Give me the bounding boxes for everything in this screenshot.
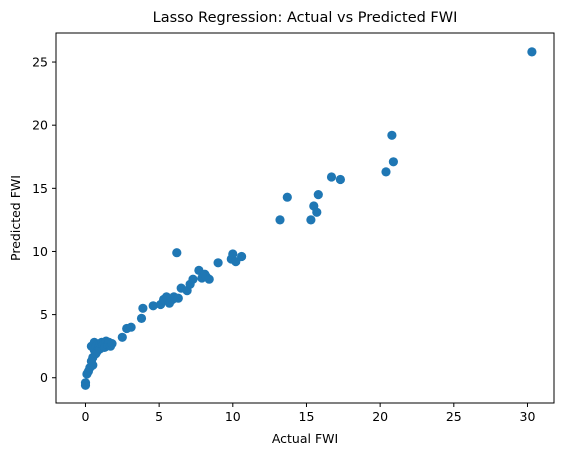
data-point: [173, 293, 183, 303]
data-point: [172, 248, 182, 258]
y-tick-label: 20: [32, 118, 48, 133]
data-point: [107, 339, 117, 349]
data-points: [80, 47, 537, 390]
x-tick-label: 5: [155, 409, 163, 424]
chart-title: Lasso Regression: Actual vs Predicted FW…: [153, 10, 458, 26]
x-tick-label: 10: [225, 409, 241, 424]
x-axis-label: Actual FWI: [272, 431, 338, 446]
data-point: [326, 172, 337, 182]
x-axis-ticks: 0 5 10 15 20 25 30: [81, 403, 535, 424]
y-tick-label: 5: [40, 307, 48, 322]
data-point: [335, 174, 345, 185]
data-point: [136, 313, 147, 323]
data-point: [228, 249, 238, 259]
data-point: [213, 258, 223, 268]
x-tick-label: 30: [520, 409, 536, 424]
data-point: [204, 274, 214, 284]
data-point: [117, 332, 127, 342]
data-point: [387, 130, 397, 140]
plot-frame: [55, 32, 555, 404]
y-axis-ticks: 0 5 10 15 20 25: [32, 55, 56, 385]
y-tick-label: 10: [32, 244, 48, 259]
data-point: [275, 215, 285, 225]
data-point: [312, 207, 322, 217]
data-point: [527, 47, 537, 57]
x-tick-label: 20: [372, 409, 388, 424]
data-point: [88, 360, 98, 370]
data-point: [313, 190, 323, 200]
data-point: [148, 301, 158, 311]
data-point: [381, 167, 391, 177]
x-tick-label: 0: [81, 409, 89, 424]
y-tick-label: 0: [40, 370, 48, 385]
x-tick-label: 25: [446, 409, 462, 424]
data-point: [306, 215, 316, 225]
y-tick-label: 25: [32, 55, 48, 70]
y-axis-label: Predicted FWI: [8, 175, 23, 261]
x-tick-label: 15: [299, 409, 315, 424]
data-point: [282, 192, 292, 202]
y-tick-label: 15: [32, 181, 48, 196]
data-point: [80, 380, 91, 390]
data-point: [138, 303, 148, 313]
data-point: [126, 322, 136, 332]
data-point: [237, 251, 247, 262]
data-point: [388, 157, 398, 167]
data-point: [188, 274, 198, 284]
